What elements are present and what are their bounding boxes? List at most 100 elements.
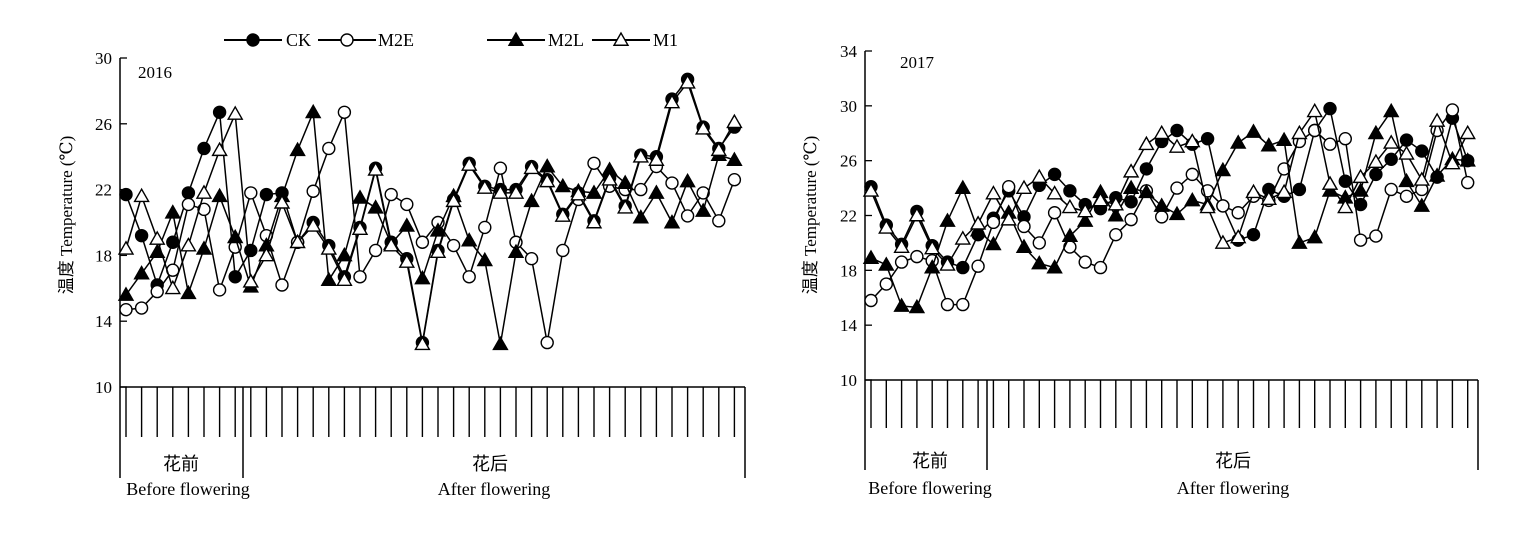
series-line xyxy=(125,81,736,345)
data-point xyxy=(585,184,603,199)
y-axis-label: 温度 Temperature (℃) xyxy=(57,136,76,295)
legend-marker xyxy=(246,33,260,47)
y-tick-label: 10 xyxy=(840,371,857,390)
data-point xyxy=(1170,181,1184,195)
series-M2E xyxy=(119,105,742,350)
data-point xyxy=(1260,190,1278,206)
data-point xyxy=(429,222,447,237)
data-point xyxy=(696,186,710,200)
data-point xyxy=(954,179,972,195)
data-point xyxy=(1384,182,1398,197)
data-point xyxy=(1107,207,1125,222)
data-point xyxy=(523,159,540,175)
data-point xyxy=(862,182,880,197)
data-point xyxy=(1031,168,1048,184)
data-point xyxy=(164,204,182,219)
data-point xyxy=(353,270,367,284)
data-point xyxy=(1031,255,1048,270)
data-point xyxy=(164,279,182,295)
data-point xyxy=(1138,183,1155,199)
data-point xyxy=(1321,175,1339,190)
data-point xyxy=(119,187,133,202)
data-point xyxy=(570,186,587,201)
series-line xyxy=(870,106,1469,269)
data-point xyxy=(1063,240,1077,254)
data-point xyxy=(1275,183,1293,199)
period-label-en: Before flowering xyxy=(868,478,991,498)
data-point xyxy=(460,232,478,247)
data-point xyxy=(476,179,494,194)
data-point xyxy=(712,214,726,228)
data-point xyxy=(616,174,634,189)
data-point xyxy=(211,187,228,203)
data-point xyxy=(1214,234,1232,249)
period-labels: 花前 Before flowering 花后 After flowering xyxy=(868,451,1289,498)
data-point xyxy=(985,235,1002,251)
data-point xyxy=(616,199,634,214)
data-point xyxy=(1291,124,1308,140)
data-point xyxy=(197,141,211,156)
data-point xyxy=(1124,195,1138,209)
data-point xyxy=(212,105,227,119)
data-point xyxy=(148,230,166,245)
data-point xyxy=(244,186,258,200)
legend-item: M2E xyxy=(318,30,414,50)
data-point xyxy=(1415,144,1429,158)
data-point xyxy=(460,156,478,171)
data-point xyxy=(275,278,289,292)
period-label-zh: 花前 xyxy=(163,454,199,474)
data-point xyxy=(680,209,695,223)
data-point xyxy=(322,141,336,156)
data-point xyxy=(538,172,556,188)
data-point xyxy=(1399,133,1414,147)
data-point xyxy=(1459,152,1476,167)
data-point xyxy=(1199,198,1216,214)
data-point xyxy=(939,256,956,271)
data-point xyxy=(1153,124,1170,140)
period-labels: 花前 Before flowering 花后 After flowering xyxy=(126,454,550,499)
data-point xyxy=(694,202,712,217)
data-point xyxy=(1017,219,1031,234)
series-line xyxy=(870,109,1469,267)
data-point xyxy=(117,240,135,255)
data-point xyxy=(414,335,431,351)
data-point xyxy=(320,240,338,255)
data-point xyxy=(893,238,910,253)
data-point xyxy=(585,214,603,229)
data-point xyxy=(367,161,384,176)
data-point xyxy=(523,192,540,208)
data-point xyxy=(1382,102,1400,118)
data-point xyxy=(1076,202,1094,218)
data-point xyxy=(1138,135,1155,151)
series-CK xyxy=(864,101,1475,275)
data-point xyxy=(632,148,650,163)
data-point xyxy=(492,184,509,199)
chart-panel-2016: 2016 温度 Temperature (℃) 花前 Before flower… xyxy=(57,49,746,499)
data-point xyxy=(679,74,696,89)
data-point xyxy=(446,238,461,253)
legend-item: M2L xyxy=(487,30,584,50)
data-point xyxy=(1184,192,1201,207)
data-point xyxy=(910,249,924,264)
data-point xyxy=(1122,179,1140,195)
data-point xyxy=(956,297,970,312)
period-label-en: Before flowering xyxy=(126,479,249,499)
data-point xyxy=(648,151,665,166)
data-point xyxy=(878,219,895,234)
data-point xyxy=(1170,123,1184,138)
data-point xyxy=(1200,132,1215,146)
data-point xyxy=(337,105,352,119)
data-point xyxy=(211,141,228,157)
data-point xyxy=(415,235,430,249)
data-point xyxy=(956,260,970,275)
data-point xyxy=(1352,182,1369,197)
chart-panel-2017: 2017 温度 Temperature (℃) 花前 Before flower… xyxy=(801,42,1479,498)
data-point xyxy=(336,246,353,262)
data-point xyxy=(556,243,570,258)
y-axis-label: 温度 Temperature (℃) xyxy=(801,136,820,295)
data-point xyxy=(351,189,369,204)
data-point xyxy=(1352,168,1369,184)
series-line xyxy=(125,77,736,343)
data-point xyxy=(894,255,909,269)
data-point xyxy=(429,243,447,259)
